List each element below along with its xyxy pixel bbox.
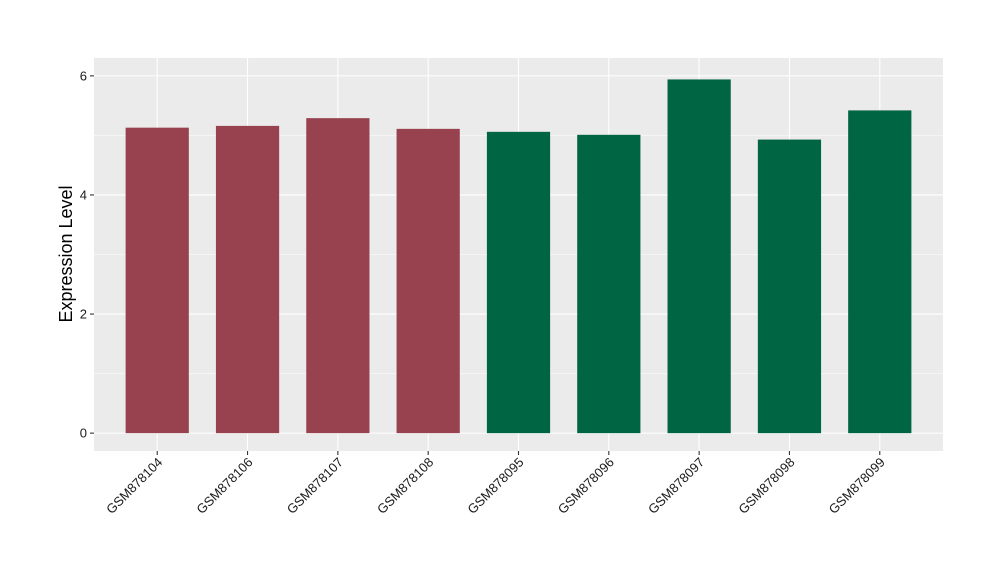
x-tick-label: GSM878097: [645, 455, 707, 517]
bar-GSM878098: [757, 139, 822, 434]
x-tick-label: GSM878108: [374, 455, 436, 517]
bar-GSM878095: [486, 131, 551, 434]
bar-GSM878099: [848, 110, 912, 434]
x-axis: GSM878104 GSM878106 GSM878107 GSM878108 GSM8…: [103, 451, 888, 517]
x-tick-label: GSM878107: [284, 455, 346, 517]
x-tick-label: GSM878098: [735, 455, 797, 517]
bar-GSM878106: [215, 125, 280, 434]
y-tick-label: 6: [80, 68, 87, 83]
y-tick-label: 4: [80, 187, 87, 202]
bar-GSM878097: [667, 79, 731, 434]
x-tick-label: GSM878096: [555, 455, 617, 517]
y-axis: 0 2 4 6: [80, 68, 94, 441]
y-tick-label: 2: [80, 307, 87, 322]
bar-GSM878104: [125, 127, 189, 434]
bar-GSM878108: [396, 128, 460, 434]
x-tick-label: GSM878104: [103, 455, 165, 517]
x-tick-label: GSM878099: [826, 455, 888, 517]
x-tick-label: GSM878095: [464, 455, 526, 517]
bar-GSM878107: [306, 118, 370, 434]
y-tick-label: 0: [80, 426, 87, 441]
bars: [125, 79, 912, 434]
y-axis-title: Expression Level: [56, 185, 76, 322]
x-tick-label: GSM878106: [193, 455, 255, 517]
bar-GSM878096: [577, 134, 641, 434]
